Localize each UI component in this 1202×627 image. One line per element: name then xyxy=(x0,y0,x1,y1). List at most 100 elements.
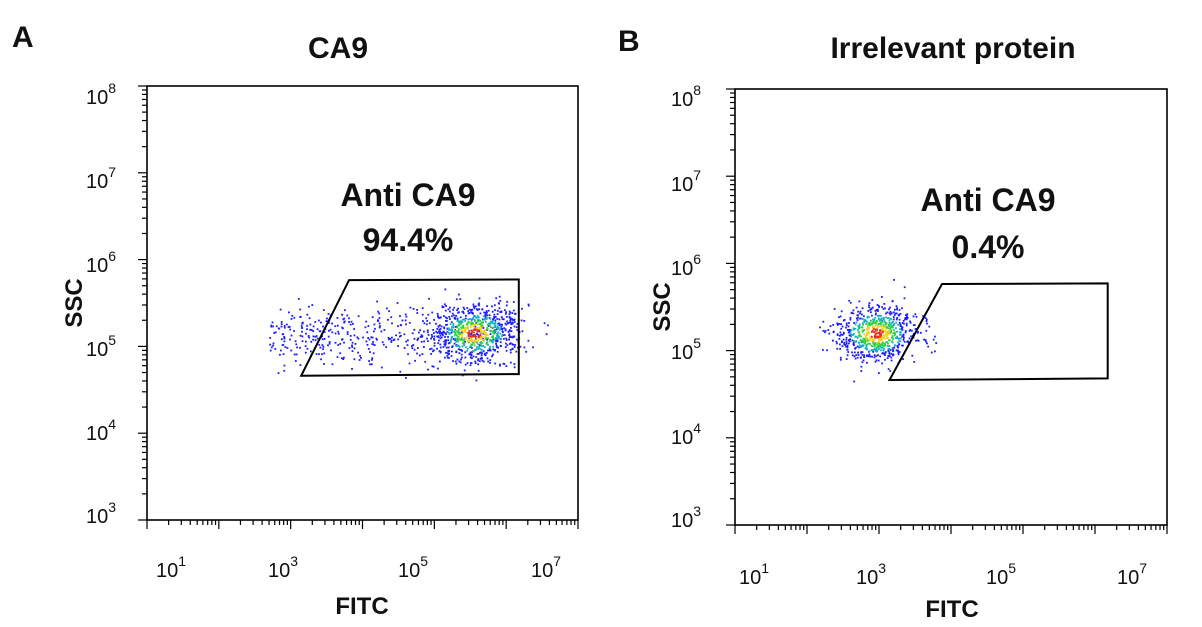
panel-b-y-axis-label: SSC xyxy=(649,282,676,331)
event-point xyxy=(476,353,479,355)
event-point xyxy=(455,334,458,337)
event-point xyxy=(845,322,848,325)
event-point xyxy=(877,318,880,321)
event-point xyxy=(469,326,472,328)
event-point xyxy=(892,353,895,356)
event-point xyxy=(864,339,867,341)
event-point xyxy=(472,312,474,315)
event-point xyxy=(411,347,414,349)
event-point xyxy=(328,322,330,324)
event-point xyxy=(887,350,890,352)
event-point xyxy=(423,346,425,348)
event-point xyxy=(439,343,442,346)
event-point xyxy=(444,341,447,344)
event-point xyxy=(456,324,459,327)
event-point xyxy=(289,328,292,331)
event-point xyxy=(470,318,473,321)
event-point xyxy=(824,330,827,332)
event-point xyxy=(479,312,482,315)
event-point xyxy=(873,344,876,346)
event-point xyxy=(487,309,490,312)
event-point xyxy=(282,353,285,355)
event-point xyxy=(532,346,534,349)
event-point xyxy=(314,339,317,342)
event-point xyxy=(908,337,911,340)
event-point xyxy=(339,352,342,355)
event-point xyxy=(476,316,479,319)
event-point xyxy=(865,323,868,326)
event-point xyxy=(840,333,842,336)
event-point xyxy=(874,333,877,335)
event-point xyxy=(516,323,519,325)
event-point xyxy=(493,325,496,328)
event-point xyxy=(492,335,495,337)
event-point xyxy=(480,345,483,347)
event-point xyxy=(474,329,477,332)
event-point xyxy=(857,329,859,331)
event-point xyxy=(883,303,886,305)
event-point xyxy=(474,333,476,336)
event-point xyxy=(459,339,462,341)
x-tick-label: 105 xyxy=(986,560,1016,589)
event-point xyxy=(390,316,393,319)
event-point xyxy=(427,313,430,316)
event-point xyxy=(488,347,491,350)
event-point xyxy=(476,330,479,333)
event-point xyxy=(839,356,842,359)
event-point xyxy=(882,330,884,333)
event-point xyxy=(872,348,875,351)
event-point xyxy=(346,314,349,317)
event-point xyxy=(358,359,361,361)
panel-b: B Irrelevant protein Anti CA9 0.4% FITC … xyxy=(618,25,1168,623)
event-point xyxy=(312,325,315,328)
event-point xyxy=(505,342,507,345)
event-point xyxy=(341,313,343,316)
event-point xyxy=(464,326,467,329)
event-point xyxy=(494,322,497,324)
event-point xyxy=(458,337,461,340)
event-point xyxy=(494,349,496,351)
event-point xyxy=(475,379,478,382)
event-point xyxy=(498,324,501,327)
event-point xyxy=(456,317,459,320)
event-point xyxy=(898,321,901,324)
event-point xyxy=(876,345,879,348)
event-point xyxy=(371,336,374,339)
event-point xyxy=(376,300,378,303)
event-point xyxy=(852,333,855,336)
event-point xyxy=(897,350,900,353)
event-point xyxy=(893,279,895,281)
event-point xyxy=(515,326,518,329)
event-point xyxy=(845,326,847,329)
event-point xyxy=(433,339,436,341)
event-point xyxy=(463,344,465,346)
event-point xyxy=(370,363,373,366)
event-point xyxy=(905,318,908,321)
panel-b-tick-marks xyxy=(726,88,1168,534)
event-point xyxy=(485,352,488,354)
x-tick-label: 103 xyxy=(268,553,298,582)
event-point xyxy=(337,330,340,333)
event-point xyxy=(455,350,458,353)
panel-b-event-points xyxy=(819,279,938,383)
event-point xyxy=(425,317,428,320)
event-point xyxy=(388,338,390,341)
event-point xyxy=(935,342,938,344)
panel-b-gate-name: Anti CA9 xyxy=(920,182,1055,218)
event-point xyxy=(460,358,462,361)
event-point xyxy=(497,346,499,349)
event-point xyxy=(906,315,908,318)
event-point xyxy=(827,329,830,331)
event-point xyxy=(925,340,927,343)
event-point xyxy=(451,326,453,328)
event-point xyxy=(863,354,866,357)
event-point xyxy=(843,341,846,344)
event-point xyxy=(489,339,491,342)
event-point xyxy=(876,320,878,323)
event-point xyxy=(373,344,376,346)
event-point xyxy=(870,308,873,311)
event-point xyxy=(494,330,497,332)
panel-a-y-tick-labels: 103 104 105 106 107 108 xyxy=(86,80,116,528)
event-point xyxy=(496,350,499,353)
event-point xyxy=(480,327,483,329)
